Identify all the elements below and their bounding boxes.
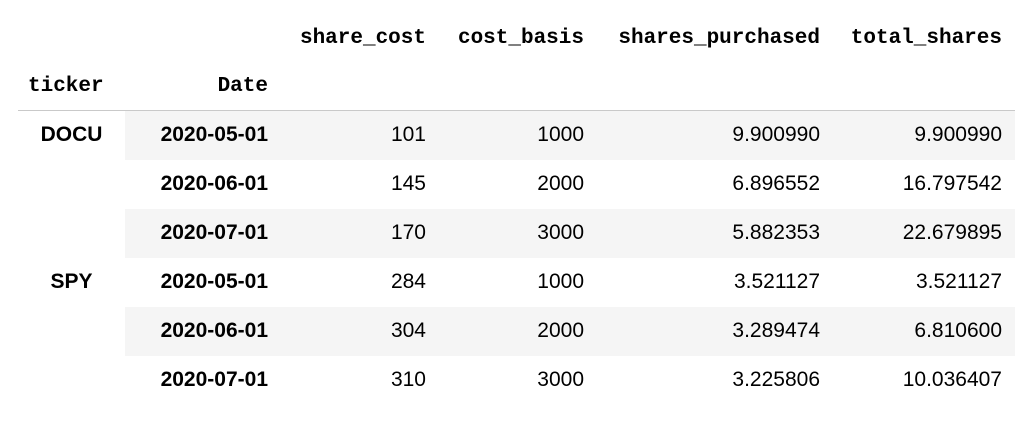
cost-basis-cell: 3000 (439, 208, 597, 258)
header-spacer (18, 12, 125, 62)
column-header-total-shares: total_shares (850, 26, 1002, 50)
date-cell: 2020-05-01 (125, 110, 281, 160)
cost-basis-cell: 2000 (439, 306, 597, 356)
share-cost-cell: 304 (281, 306, 439, 356)
index-header-ticker: ticker (18, 62, 125, 111)
table-row: 2020-07-01 170 3000 5.882353 22.679895 (18, 208, 1015, 258)
date-cell: 2020-07-01 (125, 208, 281, 258)
shares-purchased-cell: 3.289474 (597, 306, 833, 356)
shares-purchased-cell: 5.882353 (597, 208, 833, 258)
share-cost-cell: 145 (390, 172, 426, 195)
column-header-share-cost: share_cost (299, 26, 426, 50)
shares-purchased-cell: 6.896552 (732, 172, 820, 195)
header-spacer (281, 62, 439, 111)
table-body: DOCU 2020-05-01 101 1000 9.900990 9.9009… (18, 110, 1015, 405)
column-header-row: share_cost cost_basis shares_purchased t… (18, 12, 1015, 62)
date-cell: 2020-06-01 (125, 306, 281, 356)
total-shares-cell: 6.810600 (833, 306, 1015, 356)
cost-basis-cell: 1000 (537, 270, 584, 293)
total-shares-cell: 10.036407 (902, 368, 1002, 391)
share-cost-cell: 310 (390, 368, 426, 391)
table-row: DOCU 2020-05-01 101 1000 9.900990 9.9009… (18, 110, 1015, 258)
share-cost-cell: 101 (281, 110, 439, 160)
date-cell: 2020-06-01 (160, 172, 268, 195)
date-cell: 2020-05-01 (160, 270, 268, 293)
table-row: 2020-06-01 145 2000 6.896552 16.797542 (18, 160, 1015, 209)
column-header-cost-basis: cost_basis (457, 26, 584, 50)
share-cost-cell: 284 (390, 270, 426, 293)
total-shares-cell: 9.900990 (833, 110, 1015, 160)
header-spacer (125, 12, 281, 62)
total-shares-cell: 3.521127 (915, 270, 1002, 293)
column-header-shares-purchased: shares_purchased (618, 26, 820, 50)
shares-purchased-cell: 3.521127 (733, 270, 820, 293)
dataframe-table: share_cost cost_basis shares_purchased t… (18, 12, 1015, 405)
shares-purchased-cell: 3.225806 (732, 368, 820, 391)
ticker-label: SPY (18, 257, 125, 405)
share-cost-cell: 170 (281, 208, 439, 258)
date-cell: 2020-07-01 (160, 368, 268, 391)
table-row: SPY 2020-05-01 284 1000 3.521127 3.52112… (18, 257, 1015, 405)
header-spacer (597, 62, 833, 111)
total-shares-cell: 22.679895 (833, 208, 1015, 258)
header-spacer (833, 62, 1015, 111)
index-header-row: ticker Date (18, 62, 1015, 111)
cost-basis-cell: 2000 (537, 172, 584, 195)
shares-purchased-cell: 9.900990 (597, 110, 833, 160)
table-row: 2020-07-01 310 3000 3.225806 10.036407 (18, 356, 1015, 405)
total-shares-cell: 16.797542 (902, 172, 1002, 195)
table-row: 2020-06-01 304 2000 3.289474 6.810600 (18, 306, 1015, 356)
cost-basis-cell: 3000 (537, 368, 584, 391)
header-spacer (439, 62, 597, 111)
table-header: share_cost cost_basis shares_purchased t… (18, 12, 1015, 111)
index-header-date: Date (125, 62, 281, 111)
cost-basis-cell: 1000 (439, 110, 597, 160)
ticker-label: DOCU (18, 110, 125, 258)
